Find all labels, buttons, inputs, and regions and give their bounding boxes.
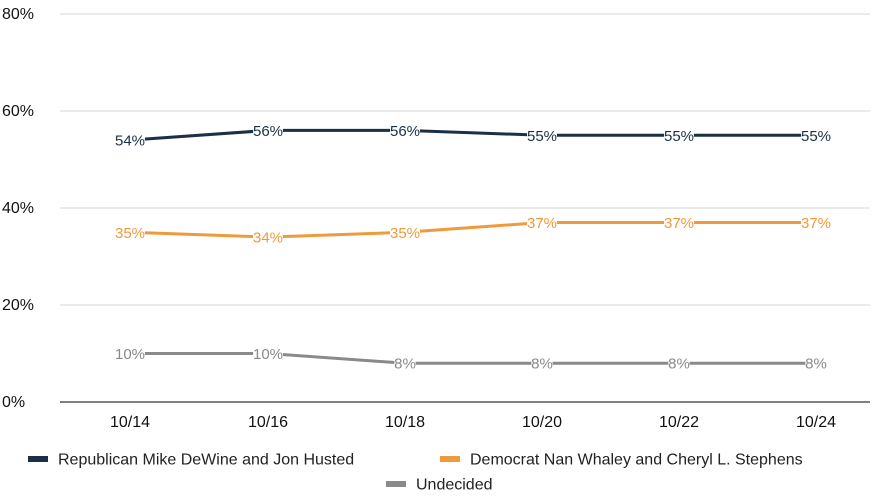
data-label: 10% <box>115 346 145 363</box>
gridlines <box>60 13 870 403</box>
x-tick-label: 10/20 <box>522 414 562 431</box>
legend-swatch <box>440 456 460 462</box>
y-tick-label: 40% <box>2 200 34 217</box>
data-label-bg <box>253 121 283 140</box>
data-label: 56% <box>253 123 283 140</box>
data-label: 56% <box>390 123 420 140</box>
data-label: 8% <box>805 356 827 373</box>
data-label-bg <box>664 213 694 232</box>
data-label-bg <box>805 354 827 373</box>
data-label-bg <box>115 131 145 150</box>
data-label-bg <box>390 223 420 242</box>
x-tick-label: 10/24 <box>796 414 836 431</box>
legend: Republican Mike DeWine and Jon Husted Dem… <box>28 452 803 494</box>
data-label: 10% <box>253 346 283 363</box>
data-label-bg <box>115 344 145 363</box>
data-label: 8% <box>531 356 553 373</box>
data-label: 34% <box>253 230 283 247</box>
legend-label: Republican Mike DeWine and Jon Husted <box>58 452 354 469</box>
data-label-bg <box>668 354 690 373</box>
series-line-1 <box>129 221 816 239</box>
data-label-bg <box>253 344 283 363</box>
x-tick-label: 10/16 <box>248 414 288 431</box>
y-tick-label: 20% <box>2 297 34 314</box>
data-label: 35% <box>115 225 145 242</box>
x-tick-label: 10/14 <box>110 414 150 431</box>
data-label-bg <box>664 126 694 145</box>
legend-swatch <box>28 456 48 462</box>
data-label-bg <box>115 223 145 242</box>
series-line-2 <box>130 352 816 365</box>
data-label: 8% <box>394 356 416 373</box>
data-label-bg <box>394 354 416 373</box>
y-tick-label: 60% <box>2 103 34 120</box>
data-label: 37% <box>664 215 694 232</box>
data-label: 55% <box>664 128 694 145</box>
data-label: 54% <box>115 133 145 150</box>
data-label-bg <box>801 126 831 145</box>
data-label-bg <box>801 213 831 232</box>
data-label: 35% <box>390 225 420 242</box>
data-label-bg <box>390 121 420 140</box>
data-labels: 54% 56% 56% 55% 55% 55% 35% 34% 35% 37% 37% 37% 10% 1… <box>115 121 831 373</box>
data-label-bg <box>253 228 283 247</box>
data-label: 37% <box>527 215 557 232</box>
legend-label: Democrat Nan Whaley and Cheryl L. Stephe… <box>470 452 803 469</box>
data-label-bg <box>527 126 557 145</box>
x-axis: 10/14 10/16 10/18 10/20 10/22 10/24 <box>110 414 836 431</box>
y-tick-label: 0% <box>2 394 25 411</box>
legend-label: Undecided <box>416 477 493 494</box>
x-tick-label: 10/18 <box>385 414 425 431</box>
data-label-bg <box>531 354 553 373</box>
x-tick-label: 10/22 <box>659 414 699 431</box>
data-label-bg <box>527 213 557 232</box>
y-tick-label: 80% <box>2 6 34 23</box>
data-label: 37% <box>801 215 831 232</box>
legend-swatch <box>386 481 406 487</box>
data-label: 8% <box>668 356 690 373</box>
data-label: 55% <box>527 128 557 145</box>
series-line-0 <box>129 128 816 142</box>
y-axis: 0% 20% 40% 60% 80% <box>2 6 34 411</box>
data-label: 55% <box>801 128 831 145</box>
series-lines <box>129 128 816 365</box>
